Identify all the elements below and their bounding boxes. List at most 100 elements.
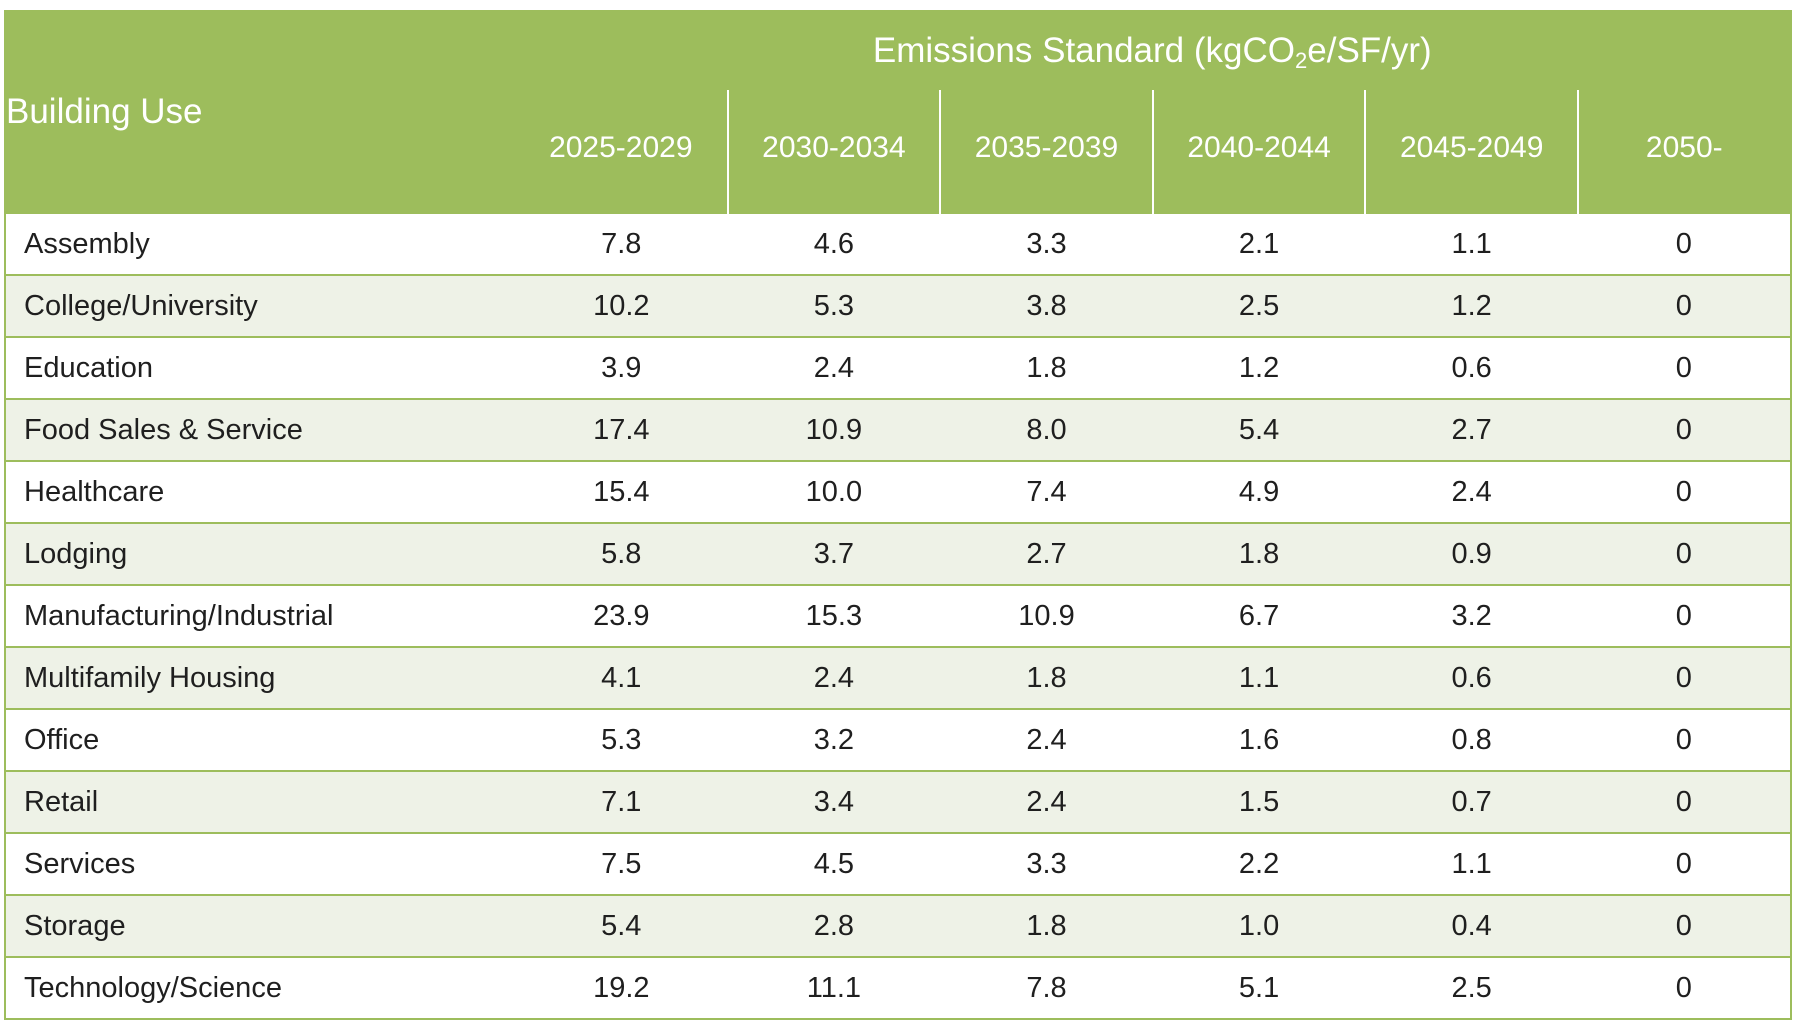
- emission-value-cell: 0.7: [1365, 770, 1578, 833]
- table-row: Assembly 7.8 4.6 3.3 2.1 1.1 0: [5, 212, 1791, 275]
- period-header: 2050-: [1577, 90, 1791, 213]
- emission-value-cell: 10.9: [940, 584, 1153, 647]
- emission-value-cell: 23.9: [515, 584, 728, 647]
- emission-value-cell: 1.6: [1152, 708, 1366, 771]
- emission-value-cell: 5.3: [515, 708, 728, 771]
- emission-value-cell: 2.4: [727, 646, 941, 709]
- emission-value-cell: 3.4: [727, 770, 941, 833]
- emission-value-cell: 0: [1577, 212, 1791, 275]
- emission-value-cell: 2.5: [1365, 956, 1578, 1019]
- emission-value-cell: 0: [1577, 770, 1791, 833]
- emission-value-cell: 3.3: [940, 212, 1153, 275]
- table-row: College/University 10.2 5.3 3.8 2.5 1.2 0: [5, 274, 1791, 337]
- emission-value-cell: 3.8: [940, 274, 1153, 337]
- emission-value-cell: 6.7: [1152, 584, 1366, 647]
- period-header: 2030-2034: [727, 90, 942, 213]
- emission-value-cell: 4.6: [727, 212, 941, 275]
- header-row-periods: 2025-2029 2030-2034 2035-2039 2040-2044 …: [5, 90, 1791, 213]
- emission-value-cell: 0.8: [1365, 708, 1578, 771]
- emission-value-cell: 4.1: [515, 646, 728, 709]
- emission-value-cell: 0: [1577, 584, 1791, 647]
- building-use-cell: Storage: [5, 894, 515, 957]
- emission-value-cell: 7.4: [940, 460, 1153, 523]
- emission-value-cell: 0: [1577, 832, 1791, 895]
- building-use-cell: Healthcare: [5, 460, 515, 523]
- emission-value-cell: 0.6: [1365, 336, 1578, 399]
- emission-value-cell: 2.1: [1152, 212, 1366, 275]
- emission-value-cell: 19.2: [515, 956, 728, 1019]
- emission-value-cell: 3.9: [515, 336, 728, 399]
- building-use-cell: Retail: [5, 770, 515, 833]
- table-row: Services 7.5 4.5 3.3 2.2 1.1 0: [5, 832, 1791, 895]
- emission-value-cell: 3.7: [727, 522, 941, 585]
- building-use-cell: Technology/Science: [5, 956, 515, 1019]
- emissions-standard-table: Building Use Emissions Standard (kgCO2e/…: [4, 10, 1792, 1020]
- emission-value-cell: 3.2: [1365, 584, 1578, 647]
- emission-value-cell: 2.7: [1365, 398, 1578, 461]
- emission-value-cell: 0: [1577, 956, 1791, 1019]
- emission-value-cell: 0.9: [1365, 522, 1578, 585]
- emission-value-cell: 3.2: [727, 708, 941, 771]
- emission-value-cell: 7.8: [515, 212, 728, 275]
- emission-value-cell: 2.7: [940, 522, 1153, 585]
- emission-value-cell: 0: [1577, 274, 1791, 337]
- emission-value-cell: 5.4: [515, 894, 728, 957]
- table-row: Technology/Science 19.2 11.1 7.8 5.1 2.5 0: [5, 956, 1791, 1019]
- emission-value-cell: 0: [1577, 398, 1791, 461]
- emission-value-cell: 2.4: [1365, 460, 1578, 523]
- emission-value-cell: 2.4: [727, 336, 941, 399]
- emission-value-cell: 1.8: [940, 894, 1153, 957]
- emission-value-cell: 0.6: [1365, 646, 1578, 709]
- emission-value-cell: 17.4: [515, 398, 728, 461]
- emission-value-cell: 7.8: [940, 956, 1153, 1019]
- emission-value-cell: 1.2: [1365, 274, 1578, 337]
- building-use-cell: Multifamily Housing: [5, 646, 515, 709]
- period-header: 2045-2049: [1365, 90, 1579, 213]
- table-row: Manufacturing/Industrial 23.9 15.3 10.9 6.7 3…: [5, 584, 1791, 647]
- period-header: 2040-2044: [1152, 90, 1367, 213]
- table-row: Office 5.3 3.2 2.4 1.6 0.8 0: [5, 708, 1791, 771]
- emission-value-cell: 7.5: [515, 832, 728, 895]
- table-row: Food Sales & Service 17.4 10.9 8.0 5.4 2.7 0: [5, 398, 1791, 461]
- table-row: Education 3.9 2.4 1.8 1.2 0.6 0: [5, 336, 1791, 399]
- building-use-cell: Manufacturing/Industrial: [5, 584, 515, 647]
- emission-value-cell: 1.8: [1152, 522, 1366, 585]
- emission-value-cell: 10.2: [515, 274, 728, 337]
- emission-value-cell: 1.5: [1152, 770, 1366, 833]
- building-use-cell: College/University: [5, 274, 515, 337]
- emission-value-cell: 4.5: [727, 832, 941, 895]
- emission-value-cell: 0: [1577, 708, 1791, 771]
- emission-value-cell: 0: [1577, 336, 1791, 399]
- emission-value-cell: 15.3: [727, 584, 941, 647]
- emission-value-cell: 0: [1577, 460, 1791, 523]
- emissions-standard-header: Emissions Standard (kgCO2e/SF/yr): [515, 11, 1791, 90]
- emission-value-cell: 1.0: [1152, 894, 1366, 957]
- table-row: Healthcare 15.4 10.0 7.4 4.9 2.4 0: [5, 460, 1791, 523]
- emission-value-cell: 1.2: [1152, 336, 1366, 399]
- table-body: Assembly 7.8 4.6 3.3 2.1 1.1 0 College/Universi…: [5, 212, 1791, 1019]
- table-row: Storage 5.4 2.8 1.8 1.0 0.4 0: [5, 894, 1791, 957]
- table-row: Retail 7.1 3.4 2.4 1.5 0.7 0: [5, 770, 1791, 833]
- period-header: 2025-2029: [515, 90, 729, 213]
- emission-value-cell: 0: [1577, 646, 1791, 709]
- building-use-cell: Services: [5, 832, 515, 895]
- emission-value-cell: 2.2: [1152, 832, 1366, 895]
- table-row: Lodging 5.8 3.7 2.7 1.8 0.9 0: [5, 522, 1791, 585]
- header-row-top: Building Use Emissions Standard (kgCO2e/…: [5, 11, 1791, 213]
- emission-value-cell: 2.4: [940, 708, 1153, 771]
- table-row: Multifamily Housing 4.1 2.4 1.8 1.1 0.6 0: [5, 646, 1791, 709]
- emission-value-cell: 1.1: [1365, 212, 1578, 275]
- building-use-header: Building Use: [5, 11, 515, 213]
- emission-value-cell: 5.8: [515, 522, 728, 585]
- emission-value-cell: 1.1: [1365, 832, 1578, 895]
- emission-value-cell: 0: [1577, 894, 1791, 957]
- building-use-cell: Food Sales & Service: [5, 398, 515, 461]
- emission-value-cell: 1.1: [1152, 646, 1366, 709]
- emission-value-cell: 10.0: [727, 460, 941, 523]
- emissions-standard-label: Emissions Standard (kgCO: [872, 31, 1295, 70]
- table-header: Building Use Emissions Standard (kgCO2e/…: [5, 11, 1791, 213]
- emissions-standard-unit: e/SF/yr): [1307, 31, 1432, 70]
- emission-value-cell: 15.4: [515, 460, 728, 523]
- building-use-cell: Lodging: [5, 522, 515, 585]
- emission-value-cell: 7.1: [515, 770, 728, 833]
